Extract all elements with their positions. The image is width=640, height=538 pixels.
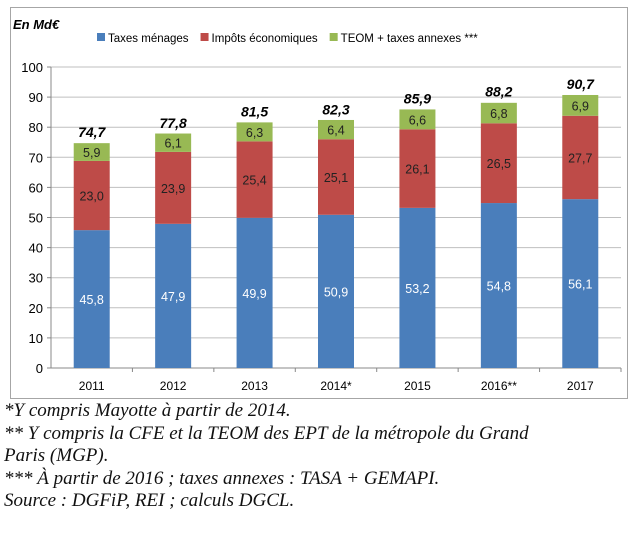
y-tick-label: 30 [29,271,43,286]
legend-label-0: Taxes ménages [108,33,189,45]
bar-segment-0 [399,207,436,368]
data-label: 26,5 [487,157,511,171]
total-label: 90,7 [567,76,595,92]
chart-frame: En Md€ Taxes ménages Impôts économiques TEO… [10,7,628,399]
data-label: 50,9 [324,285,348,299]
legend-label-1: Impôts économiques [212,33,318,45]
footnote-2-cont: Paris (MGP). [4,445,109,466]
bar-segment-0 [562,199,599,368]
total-label: 81,5 [241,104,268,120]
bar-segment-0 [155,223,192,368]
data-label: 5,9 [83,146,100,160]
x-tick-label: 2012 [160,379,187,393]
data-label: 6,3 [246,126,263,140]
bar-segment-1 [318,139,354,215]
x-tick-label: 2016** [481,379,517,393]
y-tick-label: 10 [29,331,43,346]
data-label: 54,8 [487,280,511,294]
data-label: 45,8 [80,293,104,307]
y-tick-label: 90 [29,90,43,105]
footnote-2: ** Y compris la CFE et la TEOM des EPT d… [4,422,529,444]
bar-segment-1 [155,151,192,224]
y-tick-label: 60 [29,180,43,195]
bar-segment-2 [318,119,354,140]
total-label: 88,2 [485,84,512,100]
x-tick-label: 2011 [79,379,105,393]
data-label: 6,4 [327,124,344,138]
data-label: 25,4 [242,174,266,188]
bar-segment-0 [318,214,354,368]
bar-segment-2 [236,122,273,142]
legend-label-2: TEOM + taxes annexes *** [341,33,479,45]
footnotes: *Y compris Mayotte à partir de 2014. ** … [4,400,529,513]
source-note: Source : DGFiP, REI ; calculs DGCL. [4,490,295,511]
stacked-bar-chart: En Md€ Taxes ménages Impôts économiques TEO… [13,17,622,393]
y-tick-label: 40 [29,241,43,256]
x-tick-label: 2017 [567,379,594,393]
total-label: 77,8 [160,115,187,131]
data-label: 27,7 [568,151,592,165]
data-label: 53,2 [405,282,429,296]
footnote-1: *Y compris Mayotte à partir de 2014. [4,400,291,421]
y-tick-label: 70 [29,150,43,165]
bar-segment-0 [236,217,273,368]
y-tick-label: 0 [36,361,43,376]
x-tick-label: 2015 [404,379,431,393]
unit-label: En Md€ [13,17,60,32]
bar-segment-2 [73,143,110,161]
data-label: 6,9 [572,99,589,113]
data-label: 47,9 [161,290,185,304]
data-label: 23,9 [161,182,185,196]
y-tick-label: 80 [29,120,43,135]
data-label: 25,1 [324,171,348,185]
bar-segment-2 [155,133,192,152]
bar-segment-1 [73,160,110,231]
legend-swatch-1 [200,33,209,41]
bar-segment-1 [399,129,436,208]
bar-segment-1 [562,115,599,200]
data-label: 56,1 [568,278,592,292]
footnote-3: *** À partir de 2016 ; taxes annexes : T… [4,467,440,489]
bar-segment-0 [73,230,110,368]
y-tick-label: 100 [21,60,43,75]
data-label: 26,1 [405,163,429,177]
bar-segment-1 [236,141,273,218]
total-label: 82,3 [322,101,349,117]
total-label: 85,9 [404,90,431,106]
legend-swatch-0 [97,33,105,41]
bar-segment-0 [480,203,517,368]
x-tick-label: 2014* [320,379,352,393]
data-label: 6,8 [490,107,507,121]
y-tick-label: 50 [29,211,43,226]
data-label: 6,1 [164,137,181,151]
total-label: 74,7 [78,124,106,140]
bar-segment-2 [480,102,517,124]
data-label: 49,9 [242,287,266,301]
bar-segment-1 [480,123,517,204]
bar-segment-2 [562,94,599,116]
y-tick-label: 20 [29,301,43,316]
data-label: 23,0 [80,190,104,204]
data-label: 6,6 [409,113,426,127]
legend-swatch-2 [329,33,338,41]
x-tick-label: 2013 [241,379,268,393]
bar-segment-2 [399,109,436,130]
